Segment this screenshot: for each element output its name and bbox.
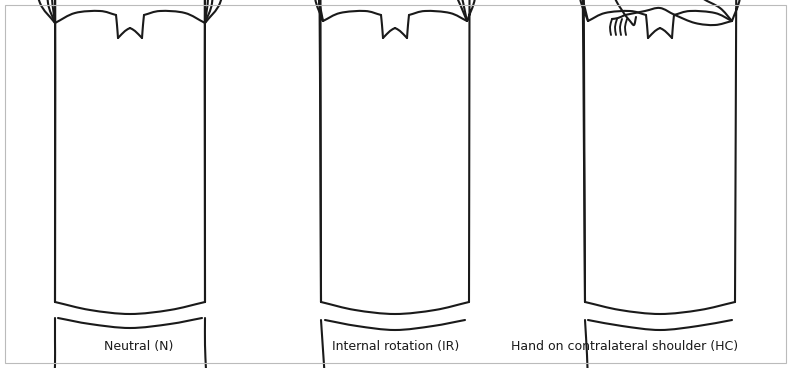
Text: Neutral (N): Neutral (N) <box>104 340 173 353</box>
Text: Hand on contralateral shoulder (HC): Hand on contralateral shoulder (HC) <box>511 340 739 353</box>
Text: Internal rotation (IR): Internal rotation (IR) <box>332 340 459 353</box>
